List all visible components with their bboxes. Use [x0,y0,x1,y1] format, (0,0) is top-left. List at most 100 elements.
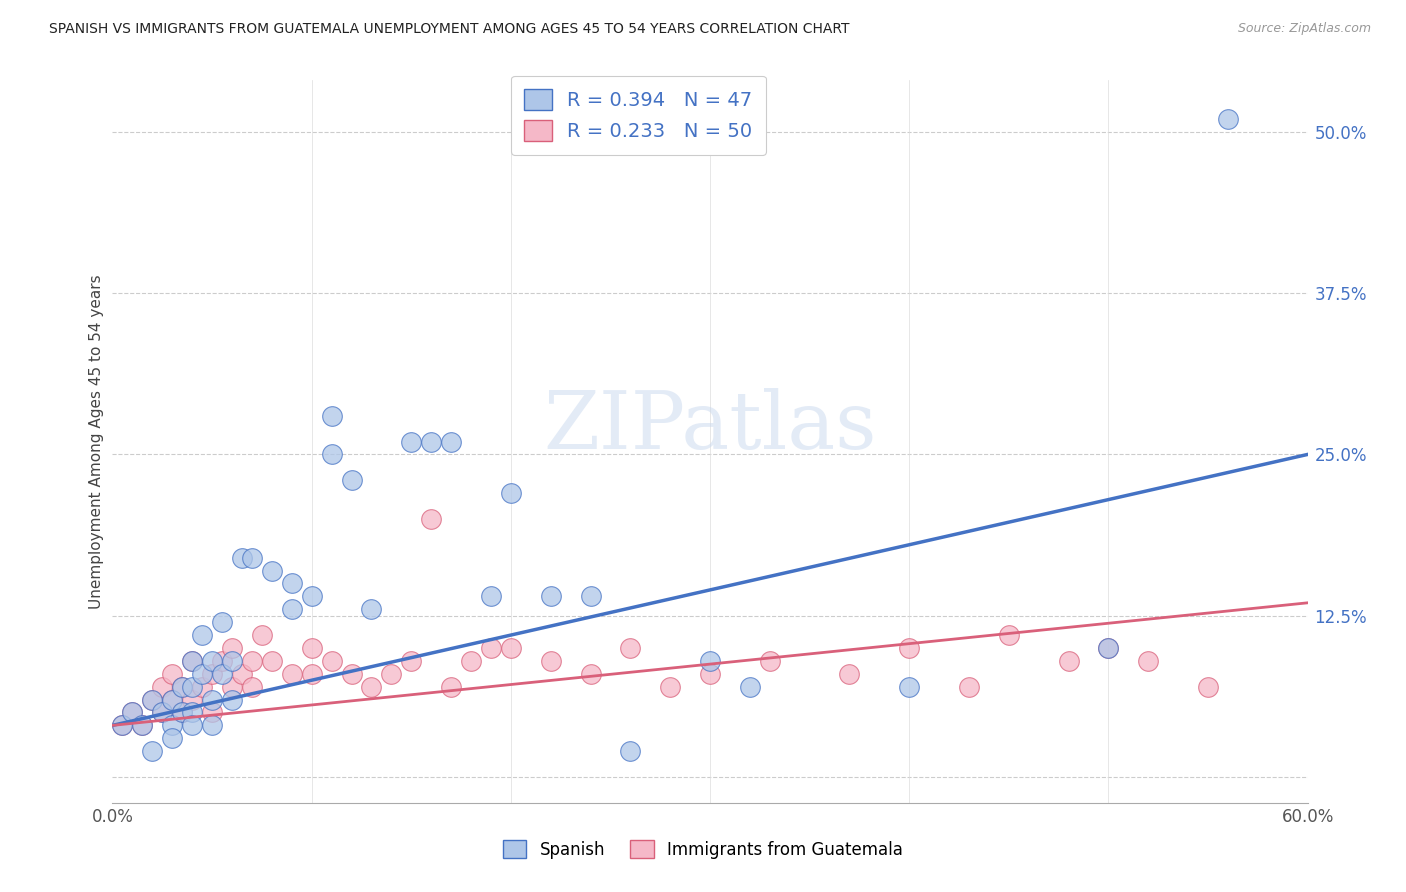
Text: ZIPatlas: ZIPatlas [543,388,877,467]
Point [240,680,263,694]
Point [221,680,243,694]
Point [321,409,343,423]
Point [619,640,641,655]
Point [898,640,921,655]
Point [150,680,173,694]
Point [479,640,502,655]
Point [360,680,382,694]
Point [281,602,304,616]
Legend: Spanish, Immigrants from Guatemala: Spanish, Immigrants from Guatemala [492,829,914,871]
Point [340,666,363,681]
Point [957,680,980,694]
Point [1097,640,1119,655]
Point [440,434,463,449]
Point [759,654,782,668]
Point [181,718,204,732]
Point [181,706,204,720]
Point [141,744,163,758]
Point [221,692,243,706]
Point [221,654,243,668]
Point [111,718,134,732]
Point [150,706,173,720]
Y-axis label: Unemployment Among Ages 45 to 54 years: Unemployment Among Ages 45 to 54 years [89,274,104,609]
Point [440,680,463,694]
Point [401,434,423,449]
Point [172,706,194,720]
Point [499,640,522,655]
Point [121,706,143,720]
Point [172,680,194,694]
Point [340,473,363,487]
Point [172,680,194,694]
Point [301,666,323,681]
Point [301,640,323,655]
Point [191,666,214,681]
Point [838,666,860,681]
Point [301,590,323,604]
Point [380,666,402,681]
Point [201,666,224,681]
Point [699,654,721,668]
Point [211,654,233,668]
Point [460,654,482,668]
Point [240,654,263,668]
Point [231,666,253,681]
Point [699,666,721,681]
Point [401,654,423,668]
Point [162,718,183,732]
Point [181,692,204,706]
Point [1197,680,1219,694]
Point [659,680,682,694]
Point [231,550,253,565]
Point [211,666,233,681]
Point [1057,654,1080,668]
Point [162,692,183,706]
Point [201,718,224,732]
Point [201,706,224,720]
Point [211,615,233,630]
Point [281,576,304,591]
Point [172,706,194,720]
Point [281,666,304,681]
Point [898,680,921,694]
Point [162,666,183,681]
Point [131,718,153,732]
Point [540,590,562,604]
Text: Source: ZipAtlas.com: Source: ZipAtlas.com [1237,22,1371,36]
Point [162,692,183,706]
Point [420,512,443,526]
Point [191,628,214,642]
Point [141,692,163,706]
Point [191,680,214,694]
Point [111,718,134,732]
Text: SPANISH VS IMMIGRANTS FROM GUATEMALA UNEMPLOYMENT AMONG AGES 45 TO 54 YEARS CORR: SPANISH VS IMMIGRANTS FROM GUATEMALA UNE… [49,22,849,37]
Point [240,550,263,565]
Point [141,692,163,706]
Point [181,654,204,668]
Point [360,602,382,616]
Point [1137,654,1160,668]
Point [201,692,224,706]
Point [998,628,1021,642]
Point [121,706,143,720]
Point [162,731,183,746]
Point [150,706,173,720]
Point [321,654,343,668]
Point [420,434,443,449]
Point [479,590,502,604]
Point [579,590,602,604]
Point [738,680,761,694]
Point [540,654,562,668]
Point [181,680,204,694]
Legend: R = 0.394   N = 47, R = 0.233   N = 50: R = 0.394 N = 47, R = 0.233 N = 50 [510,76,766,155]
Point [260,654,283,668]
Point [181,654,204,668]
Point [1216,112,1239,126]
Point [221,640,243,655]
Point [250,628,273,642]
Point [201,654,224,668]
Point [260,564,283,578]
Point [579,666,602,681]
Point [321,447,343,461]
Point [1097,640,1119,655]
